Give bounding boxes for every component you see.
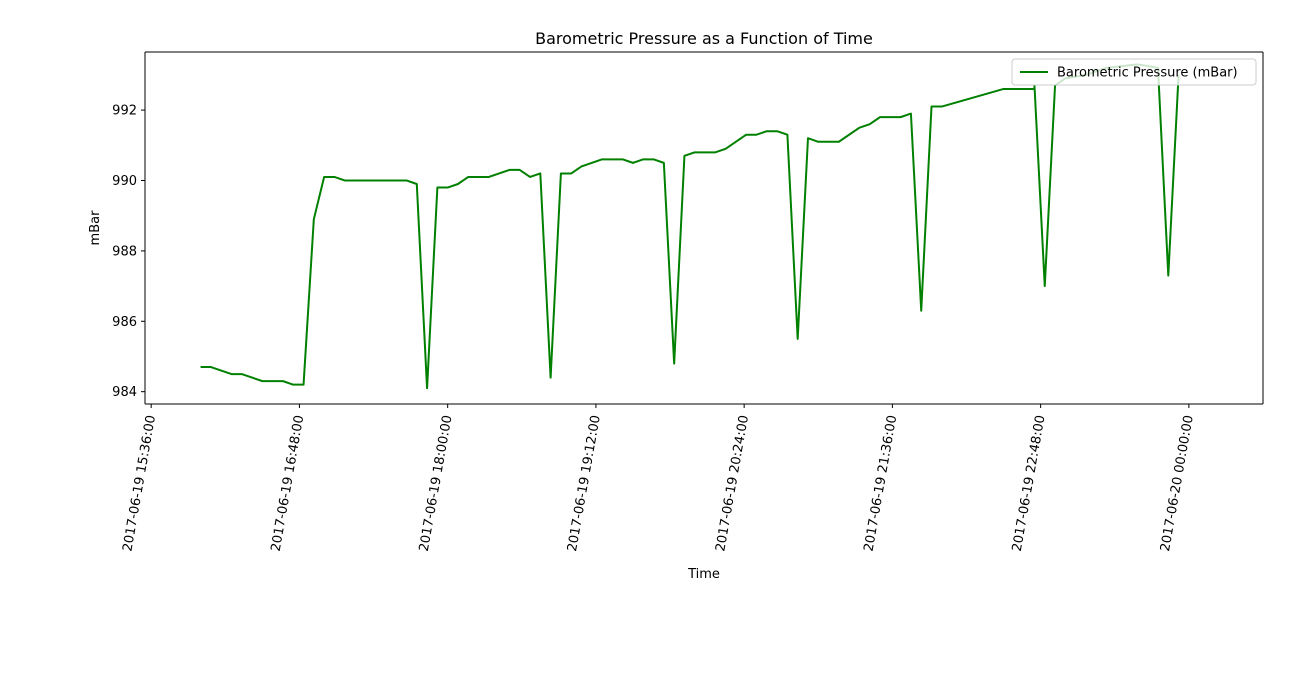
series-layer — [200, 63, 1180, 390]
y-axis-label: mBar — [88, 210, 103, 246]
legend-box — [1011, 58, 1257, 86]
y-tick-label: 984 — [112, 385, 137, 400]
series-line — [200, 63, 1180, 390]
y-axis: 984 986 988 990 992 — [112, 104, 145, 400]
chart-title: Barometric Pressure as a Function of Tim… — [535, 29, 873, 48]
legend-label: Barometric Pressure (mBar) — [1057, 66, 1238, 81]
axes-background — [145, 52, 1263, 404]
plot-area — [144, 51, 1264, 405]
y-tick-label: 986 — [112, 315, 137, 330]
legend: Barometric Pressure (mBar) — [1011, 58, 1257, 86]
y-tick-label: 990 — [112, 174, 137, 189]
axes-frame — [144, 51, 1264, 405]
x-axis-label: Time — [687, 567, 720, 582]
y-tick-label: 988 — [112, 244, 137, 259]
y-tick-label: 992 — [112, 104, 137, 119]
